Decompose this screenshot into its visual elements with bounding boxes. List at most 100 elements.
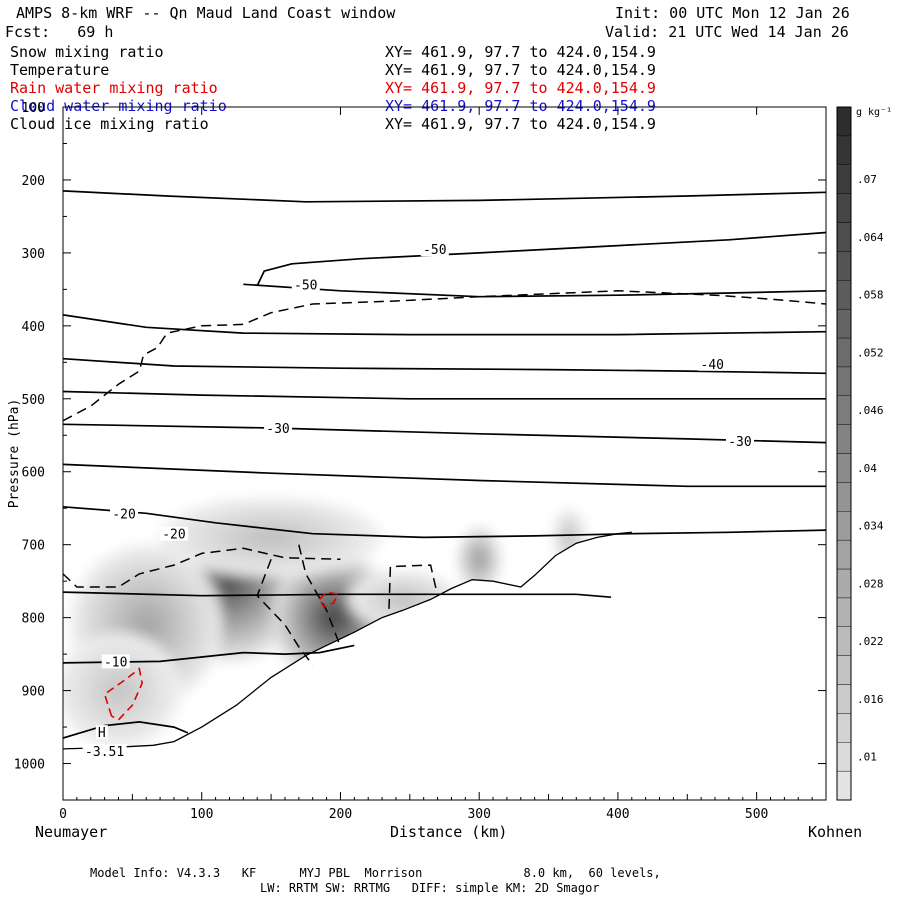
snow-shade-7-6	[394, 595, 411, 604]
y-tick-label-100: 100	[22, 101, 45, 116]
x-tick-label-300: 300	[467, 807, 490, 822]
colorbar-segment-5	[836, 626, 852, 656]
y-tick-label-700: 700	[22, 539, 45, 554]
cloud-ice-contour-0	[63, 290, 826, 422]
field-temperature-name: Temperature	[10, 61, 110, 79]
colorbar-segment-17	[836, 280, 852, 310]
rain-contour-0	[103, 667, 143, 721]
colorbar-segment-23	[836, 106, 852, 137]
colorbar-segment-22	[836, 135, 852, 165]
colorbar-segment-6	[836, 597, 852, 627]
model-info-line1: Model Info: V4.3.3 KF MYJ PBL Morrison 8…	[90, 866, 661, 880]
colorbar-segment-3	[836, 684, 852, 714]
cloud-ice-contour-1	[63, 547, 341, 588]
contour-label-bg-6	[159, 526, 188, 541]
contour-label-9: -3.51	[85, 745, 124, 760]
colorbar-frame	[836, 106, 852, 801]
chart-title: AMPS 8-km WRF -- Qn Maud Land Coast wind…	[16, 4, 396, 22]
temperature-contour-7	[63, 463, 826, 488]
cloud-ice-contour-3	[298, 544, 342, 648]
x-tick-label-500: 500	[745, 807, 768, 822]
colorbar-segment-1	[836, 742, 852, 772]
colorbar-segment-9	[836, 511, 852, 541]
temperature-contour-6	[63, 423, 826, 444]
contour-label-8: H	[98, 726, 106, 741]
colorbar-tick-label-2: .022	[857, 635, 884, 648]
snow-shade-4-6	[476, 554, 483, 564]
colorbar-segment-14	[836, 366, 852, 396]
snow-shade-1-6	[324, 608, 343, 628]
contour-label-bg-0	[420, 242, 449, 257]
colorbar-segment-4	[836, 655, 852, 685]
x-tick-label-200: 200	[329, 807, 352, 822]
x-tick-label-0: 0	[59, 807, 67, 822]
forecast-hour: Fcst: 69 h	[5, 23, 114, 41]
x-tick-label-400: 400	[606, 807, 629, 822]
colorbar-segment-16	[836, 308, 852, 339]
contour-label-bg-7	[101, 654, 130, 669]
cloud-ice-contour-2	[256, 559, 314, 666]
contour-label-7: -10	[104, 655, 127, 670]
valid-time: Valid: 21 UTC Wed 14 Jan 26	[605, 23, 849, 41]
model-info-line2: LW: RRTM SW: RRTMG DIFF: simple KM: 2D S…	[260, 881, 600, 895]
plot-frame	[62, 106, 827, 801]
field-cloudice-name: Cloud ice mixing ratio	[10, 115, 209, 133]
field-snow-xy: XY= 461.9, 97.7 to 424.0,154.9	[385, 43, 656, 61]
contour-label-0: -50	[423, 243, 446, 258]
colorbar-tick-label-7: .052	[857, 346, 884, 359]
colorbar-segment-15	[836, 337, 852, 368]
y-tick-label-400: 400	[22, 320, 45, 335]
terrain-line	[63, 531, 632, 750]
temperature-contour-1	[256, 231, 826, 287]
field-rain-name: Rain water mixing ratio	[10, 79, 218, 97]
field-temperature-xy: XY= 461.9, 97.7 to 424.0,154.9	[385, 61, 656, 79]
x-start-label: Neumayer	[35, 823, 108, 841]
init-time: Init: 00 UTC Mon 12 Jan 26	[615, 4, 850, 22]
colorbar-tick-label-3: .028	[857, 577, 884, 590]
contour-label-bg-5	[110, 506, 139, 521]
temperature-contour-3	[63, 314, 826, 336]
contour-label-bg-2	[698, 356, 727, 371]
temperature-contour-2	[243, 283, 826, 298]
snow-shade-3-6	[255, 531, 287, 544]
colorbar-unit: g kg⁻¹	[856, 107, 892, 118]
y-axis-title: Pressure (hPa)	[7, 399, 22, 509]
y-tick-label-500: 500	[22, 393, 45, 408]
field-cloudwater-xy: XY= 461.9, 97.7 to 424.0,154.9	[385, 97, 656, 115]
y-tick-label-200: 200	[22, 174, 45, 189]
temperature-contour-9	[63, 591, 612, 599]
contour-label-bg-9	[82, 744, 127, 759]
y-tick-label-600: 600	[22, 466, 45, 481]
colorbar-segment-11	[836, 453, 852, 483]
colorbar-segment-12	[836, 424, 852, 454]
snow-shade-2-6	[135, 613, 158, 637]
contour-label-2: -40	[701, 358, 724, 373]
colorbar-segment-18	[836, 251, 852, 281]
colorbar-segment-10	[836, 482, 852, 512]
contour-label-3: -30	[266, 422, 289, 437]
x-tick-label-100: 100	[190, 807, 213, 822]
colorbar-segment-8	[836, 539, 852, 570]
cloud-ice-contour-4	[388, 564, 439, 609]
colorbar-segment-2	[836, 713, 852, 743]
rain-contour-1	[318, 591, 339, 608]
y-tick-label-800: 800	[22, 612, 45, 627]
colorbar-tick-label-1: .016	[857, 693, 884, 706]
temperature-contour-8	[63, 505, 826, 539]
colorbar-segment-21	[836, 164, 852, 194]
colorbar-tick-label-10: .07	[857, 173, 877, 186]
contour-label-6: -20	[162, 528, 185, 543]
field-snow-name: Snow mixing ratio	[10, 43, 164, 61]
field-cloudice-xy: XY= 461.9, 97.7 to 424.0,154.9	[385, 115, 656, 133]
contour-label-bg-8	[95, 725, 108, 740]
terrain-mask	[63, 530, 826, 800]
colorbar-segment-0	[836, 770, 852, 801]
y-tick-label-900: 900	[22, 685, 45, 700]
temperature-contour-11	[63, 721, 189, 739]
colorbar-segment-20	[836, 193, 852, 223]
temperature-contour-10	[63, 644, 355, 664]
contour-label-bg-1	[291, 277, 320, 292]
colorbar-segment-13	[836, 395, 852, 425]
contour-label-bg-4	[725, 434, 754, 449]
